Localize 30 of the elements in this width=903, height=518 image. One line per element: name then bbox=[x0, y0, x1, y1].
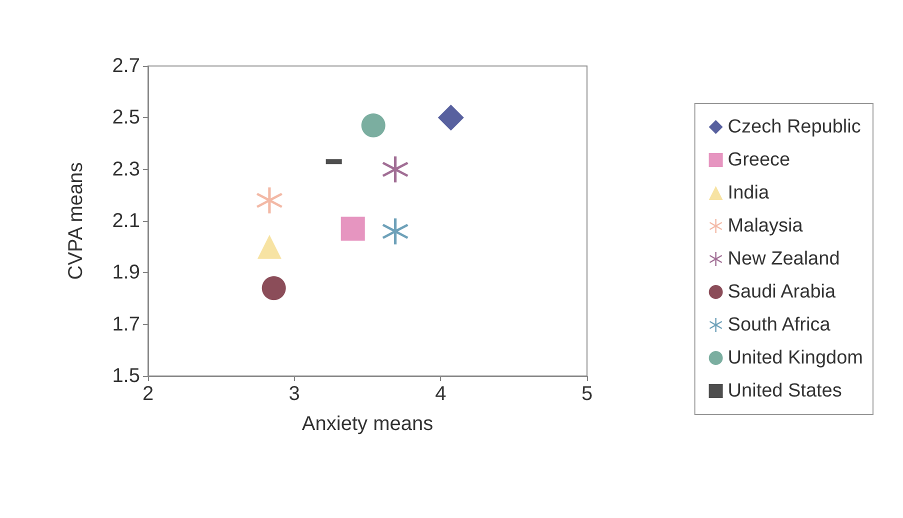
y-axis-title: CVPA means bbox=[65, 162, 87, 280]
point bbox=[257, 234, 282, 259]
y-tick-label: 2.1 bbox=[112, 210, 140, 232]
point bbox=[256, 187, 282, 214]
point bbox=[340, 216, 365, 241]
legend-label: South Africa bbox=[728, 314, 831, 336]
point bbox=[262, 276, 286, 300]
x-tick-label: 5 bbox=[581, 383, 593, 405]
legend-label: United States bbox=[728, 380, 842, 402]
legend-label: Czech Republic bbox=[728, 116, 861, 138]
legend-label: Greece bbox=[728, 150, 790, 170]
y-tick-label: 1.9 bbox=[112, 262, 140, 284]
point bbox=[361, 113, 386, 138]
y-tick-label: 1.7 bbox=[112, 313, 140, 336]
legend-label: New Zealand bbox=[728, 248, 840, 270]
legend-label: Saudi Arabia bbox=[728, 282, 836, 302]
legend-label: United Kingdom bbox=[728, 348, 864, 368]
y-tick-label: 2.5 bbox=[112, 106, 140, 129]
y-tick-label: 2.3 bbox=[112, 158, 140, 180]
x-axis-title: Anxiety means bbox=[302, 413, 434, 435]
x-tick-label: 3 bbox=[288, 383, 300, 405]
point bbox=[382, 218, 408, 244]
x-tick-label: 4 bbox=[435, 383, 446, 405]
point bbox=[382, 156, 408, 182]
legend-label: Malaysia bbox=[728, 216, 804, 236]
legend-label: India bbox=[728, 182, 770, 204]
y-tick-label: 1.5 bbox=[112, 365, 140, 387]
x-tick-label: 2 bbox=[142, 383, 154, 405]
y-tick-label: 2.7 bbox=[112, 55, 140, 77]
point bbox=[438, 104, 464, 131]
